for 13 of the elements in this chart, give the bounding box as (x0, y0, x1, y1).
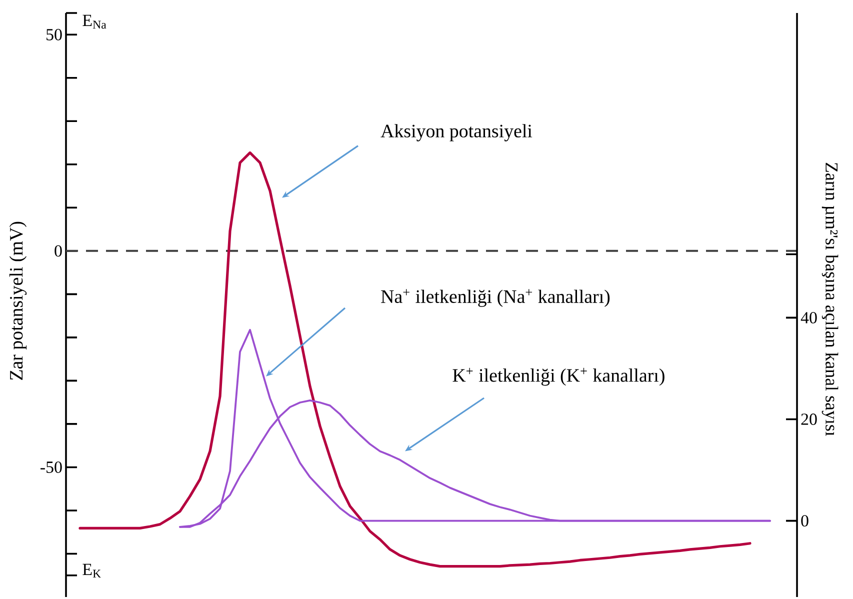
y2-axis-title: Zarın µm²'sı başına açılan kanal sayısı (822, 162, 838, 436)
annotation: Na$^{+}$ iletkenliği (Na$^{+}$ kanalları) (381, 289, 610, 307)
y-tick-label: 0 (54, 245, 62, 257)
annotation: Aksiyon potansiyeli (380, 124, 532, 142)
annotation: E$_{Na}$ (82, 14, 106, 29)
y-tick-label: -50 (40, 462, 62, 473)
annotation: K$^{+}$ iletkenliği (K$^{+}$ kanalları) (452, 368, 664, 386)
y-tick-label: 50 (46, 28, 62, 40)
y2-tick-label: 20 (801, 414, 817, 425)
annotation: E$_{K}$ (82, 564, 101, 578)
y-axis-title: Zar potansiyeli (mV) (9, 222, 27, 380)
y2-tick-label: 0 (801, 515, 808, 527)
y2-tick-label: 40 (800, 312, 817, 324)
